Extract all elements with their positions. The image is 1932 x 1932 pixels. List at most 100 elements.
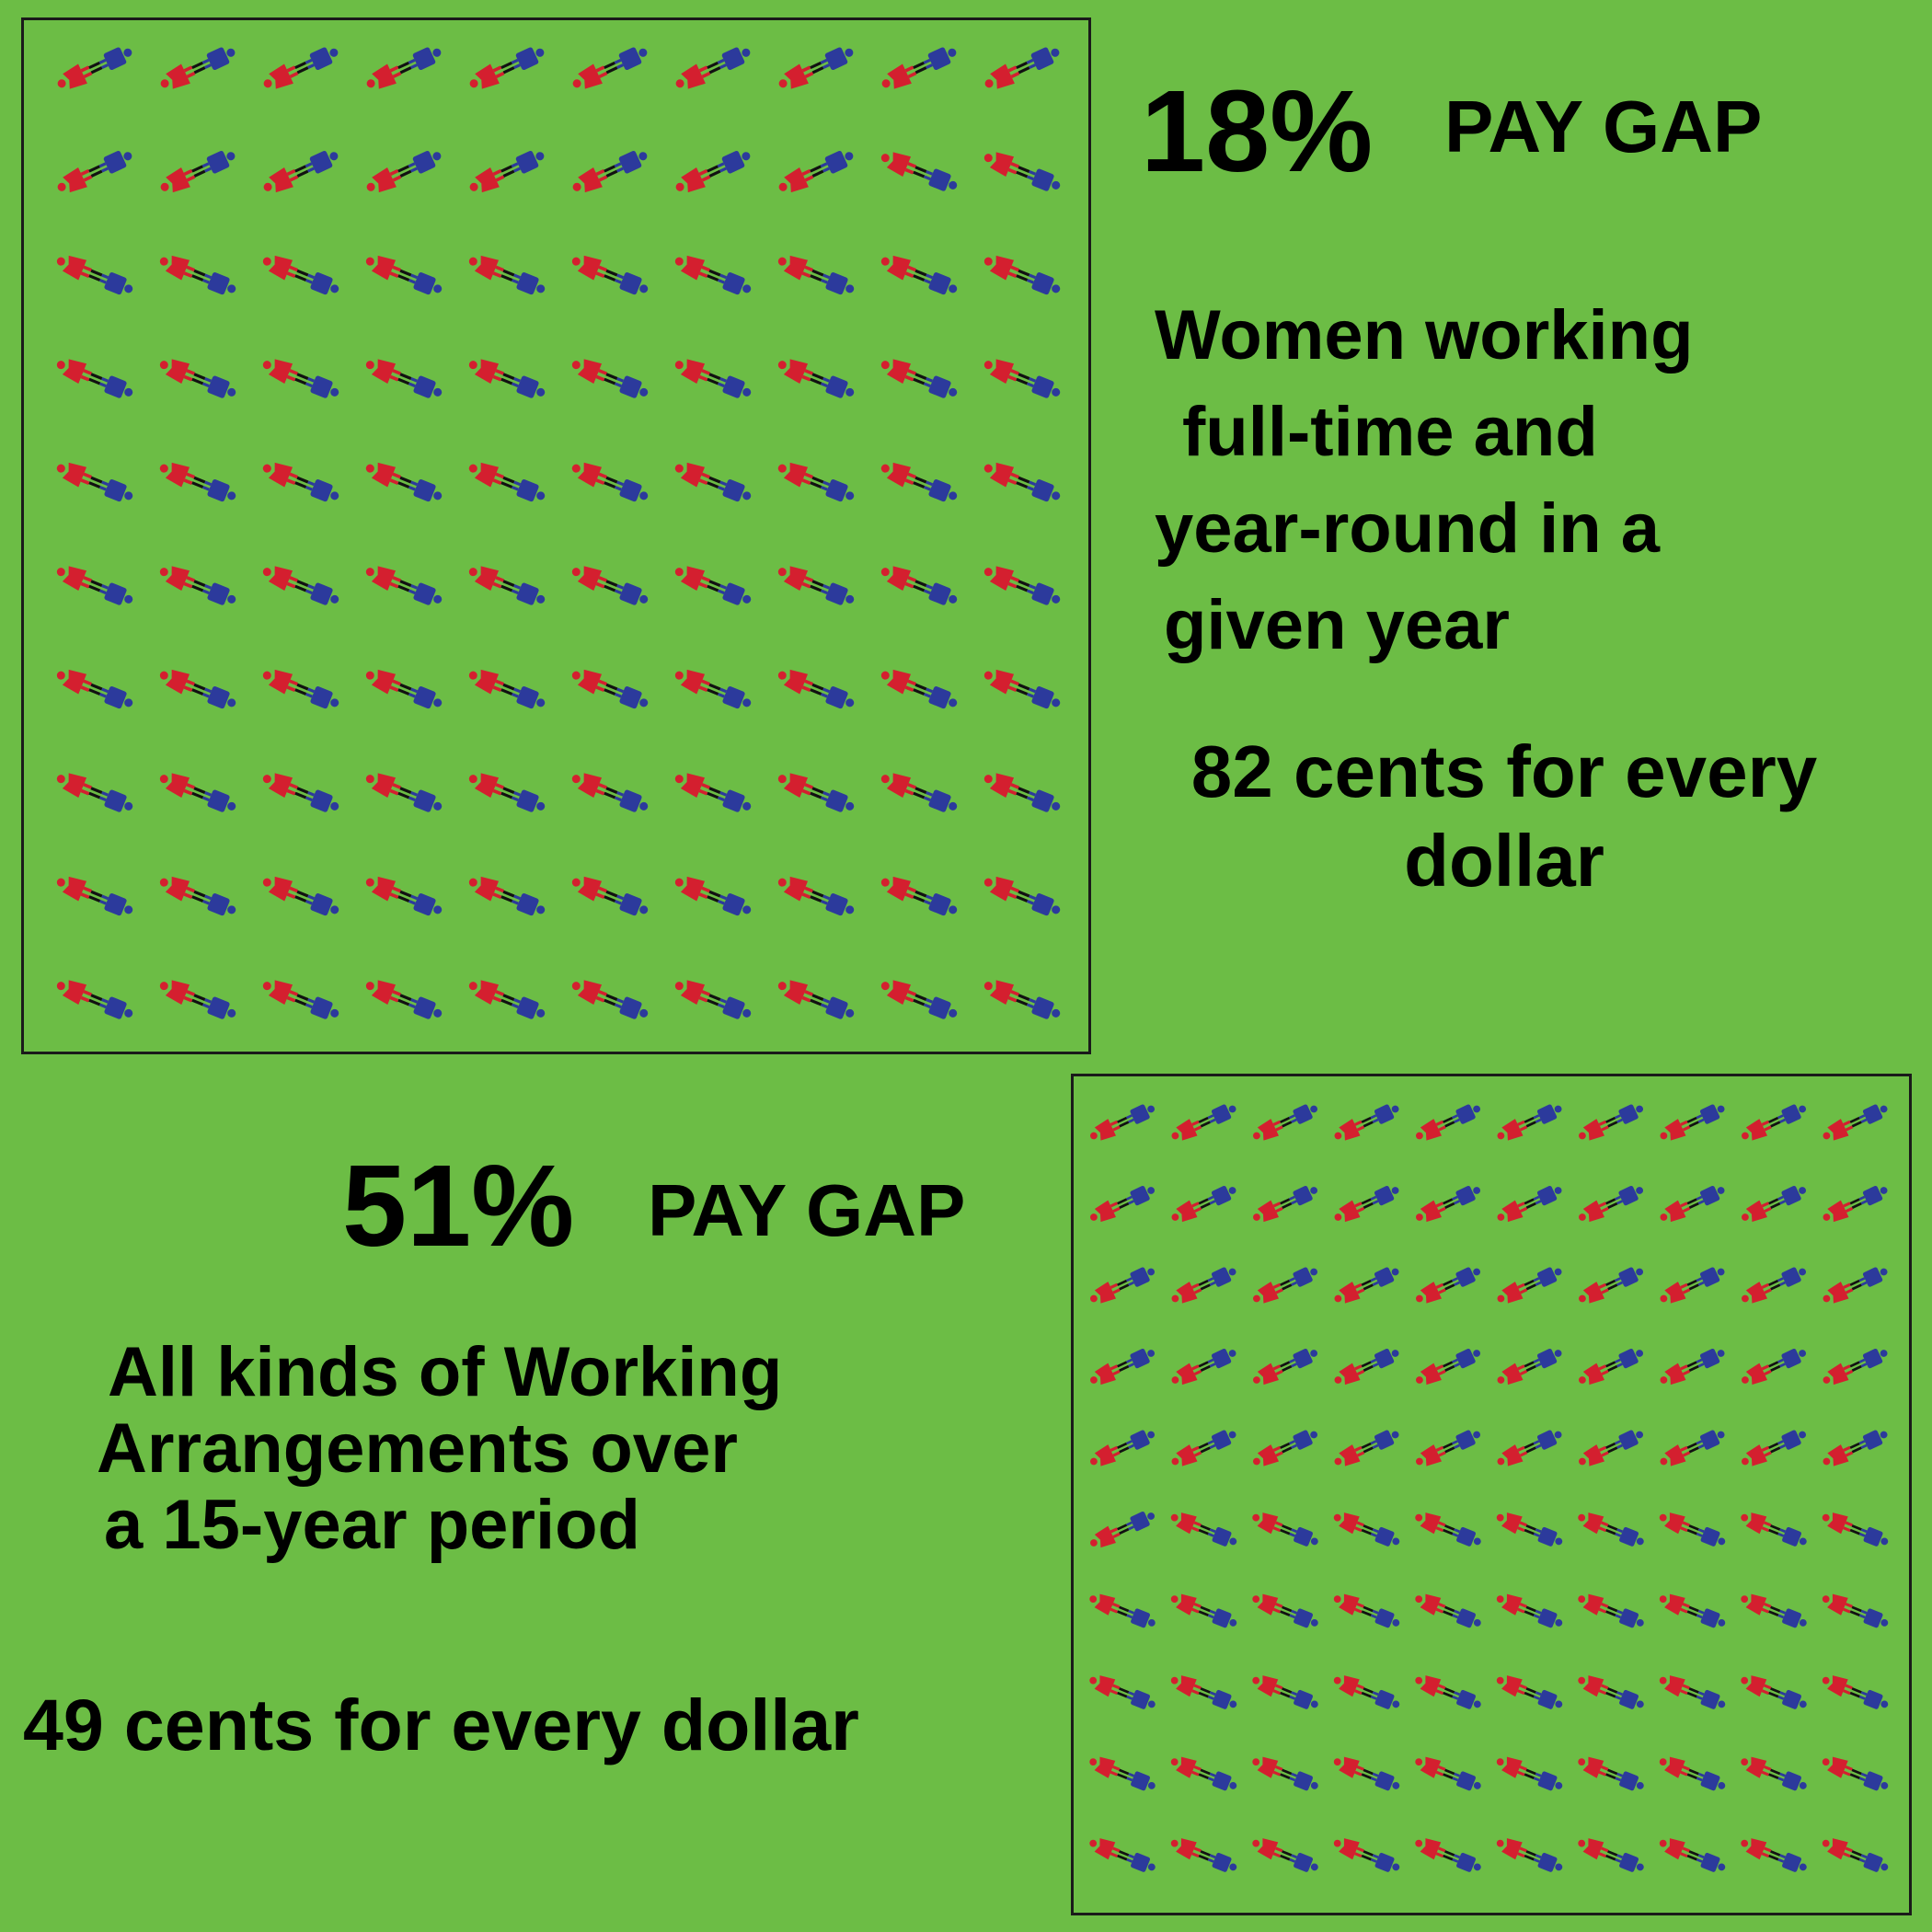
woman-and-man-pair-icon <box>983 876 1061 916</box>
man-figure-icon <box>614 479 649 502</box>
woman-and-man-pair-icon <box>160 150 236 193</box>
woman-figure-icon <box>1252 1282 1283 1304</box>
man-figure-icon <box>1615 1526 1644 1547</box>
woman-and-man-pair-icon <box>1252 1348 1318 1386</box>
woman-and-man-pair-icon <box>572 47 648 89</box>
woman-and-man-pair-icon <box>1741 1512 1807 1547</box>
woman-figure-icon <box>263 167 299 193</box>
link-lines <box>1768 1768 1781 1779</box>
man-figure-icon <box>1777 1185 1807 1206</box>
woman-figure-icon <box>56 773 93 798</box>
link-lines <box>1117 1850 1130 1861</box>
man-figure-icon <box>1858 1430 1888 1450</box>
man-figure-icon <box>1289 1852 1318 1872</box>
woman-and-man-pair-icon <box>1089 1104 1156 1141</box>
woman-and-man-pair-icon <box>1170 1593 1237 1628</box>
man-figure-icon <box>1026 479 1061 502</box>
man-figure-icon <box>717 686 752 709</box>
link-lines <box>1768 1850 1781 1861</box>
man-figure-icon <box>1207 1526 1237 1547</box>
woman-and-man-pair-icon <box>571 876 649 916</box>
man-figure-icon <box>1126 1608 1156 1628</box>
woman-figure-icon <box>1578 1363 1609 1386</box>
link-lines <box>1686 1361 1699 1373</box>
link-lines <box>88 476 103 489</box>
man-figure-icon <box>1289 1430 1318 1450</box>
link-lines <box>1686 1687 1699 1698</box>
man-figure-icon <box>820 893 855 916</box>
woman-figure-icon <box>571 669 608 695</box>
man-figure-icon <box>1777 1348 1807 1369</box>
woman-and-man-pair-icon <box>571 566 649 605</box>
man-figure-icon <box>820 582 855 605</box>
link-lines <box>913 890 927 903</box>
woman-figure-icon <box>1333 1675 1364 1697</box>
woman-and-man-pair-icon <box>1578 1675 1644 1709</box>
woman-and-man-pair-icon <box>1171 1267 1236 1304</box>
description-line: given year <box>1164 586 1510 664</box>
link-lines <box>1686 1279 1699 1291</box>
woman-figure-icon <box>1089 1200 1121 1223</box>
woman-and-man-pair-icon <box>674 773 752 812</box>
woman-and-man-pair-icon <box>1089 1675 1156 1709</box>
woman-and-man-pair-icon <box>1578 1756 1644 1791</box>
woman-and-man-pair-icon <box>1822 1512 1889 1547</box>
description-line: a 15-year period <box>104 1486 640 1564</box>
woman-figure-icon <box>983 566 1020 591</box>
link-lines <box>397 890 412 903</box>
woman-and-man-pair-icon <box>365 773 443 812</box>
man-figure-icon <box>1777 1104 1807 1124</box>
woman-figure-icon <box>1415 1512 1446 1535</box>
woman-and-man-pair-icon <box>571 255 649 295</box>
man-figure-icon <box>1533 1608 1563 1628</box>
woman-figure-icon <box>1823 1200 1854 1223</box>
woman-figure-icon <box>56 462 93 488</box>
woman-figure-icon <box>1089 1756 1121 1778</box>
link-lines <box>1280 1279 1293 1291</box>
man-figure-icon <box>1207 1348 1236 1369</box>
woman-and-man-pair-icon <box>1089 1185 1156 1223</box>
man-figure-icon <box>1026 375 1061 398</box>
link-lines <box>604 683 618 696</box>
man-figure-icon <box>408 582 443 605</box>
woman-and-man-pair-icon <box>262 462 339 502</box>
man-figure-icon <box>1207 1852 1237 1872</box>
woman-and-man-pair-icon <box>1415 1348 1481 1386</box>
link-lines <box>604 787 618 799</box>
woman-and-man-pair-icon <box>1171 1185 1236 1223</box>
woman-figure-icon <box>1496 1838 1527 1860</box>
man-figure-icon <box>820 150 854 174</box>
link-lines <box>1524 1850 1536 1861</box>
link-lines <box>294 476 309 489</box>
man-figure-icon <box>1289 1771 1318 1791</box>
man-figure-icon <box>1370 1526 1400 1547</box>
man-figure-icon <box>1615 1267 1644 1287</box>
woman-and-man-pair-icon <box>1170 1756 1237 1791</box>
woman-figure-icon <box>674 980 711 1005</box>
woman-and-man-pair-icon <box>365 462 443 502</box>
man-figure-icon <box>511 150 545 174</box>
link-lines <box>1117 1361 1130 1373</box>
man-figure-icon <box>201 375 236 398</box>
woman-figure-icon <box>1333 1593 1364 1616</box>
woman-figure-icon <box>1660 1119 1691 1141</box>
woman-and-man-pair-icon <box>1415 1838 1481 1872</box>
link-lines <box>1849 1442 1862 1454</box>
man-figure-icon <box>614 150 648 174</box>
man-figure-icon <box>1533 1430 1562 1450</box>
woman-figure-icon <box>1822 1675 1853 1697</box>
woman-and-man-pair-icon <box>1252 1756 1318 1791</box>
man-figure-icon <box>98 150 132 174</box>
woman-figure-icon <box>983 152 1020 177</box>
man-figure-icon <box>923 47 957 70</box>
woman-figure-icon <box>263 63 299 89</box>
link-lines <box>1443 1279 1455 1291</box>
link-lines <box>1443 1524 1455 1535</box>
woman-figure-icon <box>56 669 93 695</box>
woman-and-man-pair-icon <box>1578 1267 1644 1304</box>
woman-and-man-pair-icon <box>572 150 648 193</box>
man-figure-icon <box>511 479 546 502</box>
woman-figure-icon <box>1578 1512 1609 1535</box>
woman-and-man-pair-icon <box>674 669 752 709</box>
man-figure-icon <box>923 168 958 191</box>
